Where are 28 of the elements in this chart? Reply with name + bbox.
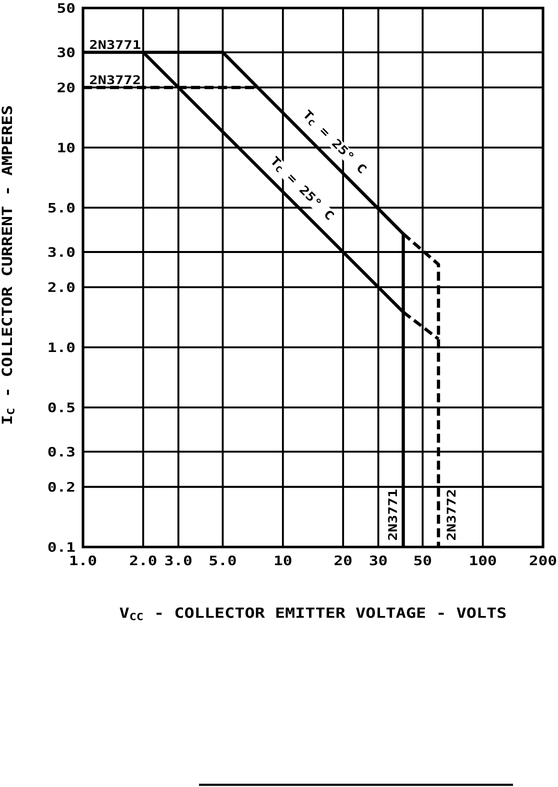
x-tick-label: 2.0	[130, 556, 156, 566]
annotation: 2N3771	[90, 40, 140, 50]
y-tick-label: 0.5	[48, 402, 74, 412]
text: I$_{C}$ - COLLECTOR CURRENT - AMPERES	[2, 106, 14, 424]
x-tick-label: 1.0	[70, 556, 96, 566]
x-tick-label: 50	[414, 556, 432, 566]
x-tick-label: 10	[274, 556, 292, 566]
y-tick-label: 0.1	[48, 542, 75, 552]
y-tick-label: 50	[58, 3, 75, 13]
y-tick-label: 5.0	[48, 202, 75, 213]
y-tick-label: 30	[58, 47, 75, 58]
y-tick-label: 1.0	[48, 342, 75, 352]
x-tick-label: 200	[530, 556, 556, 566]
x-tick-label: 20	[334, 556, 352, 566]
annotation: 2N3771	[388, 490, 398, 540]
annotation: 2N3772	[446, 490, 456, 540]
y-tick-label: 3.0	[48, 247, 75, 257]
y-tick-label: 2.0	[48, 282, 75, 292]
x-tick-label: 3.0	[165, 556, 192, 566]
y-tick-label: 10	[58, 142, 75, 152]
annotation: 2N3772	[90, 75, 140, 84]
y-tick-label: 0.3	[48, 446, 74, 457]
x-tick-label: 30	[370, 556, 387, 566]
y-tick-label: 0.2	[48, 482, 74, 492]
text: V$_{CC}$ - COLLECTOR EMITTER VOLTAGE - VOLTS	[120, 607, 506, 620]
x-tick-label: 5.0	[210, 556, 236, 566]
y-tick-label: 20	[58, 82, 75, 92]
x-tick-label: 100	[470, 556, 496, 566]
